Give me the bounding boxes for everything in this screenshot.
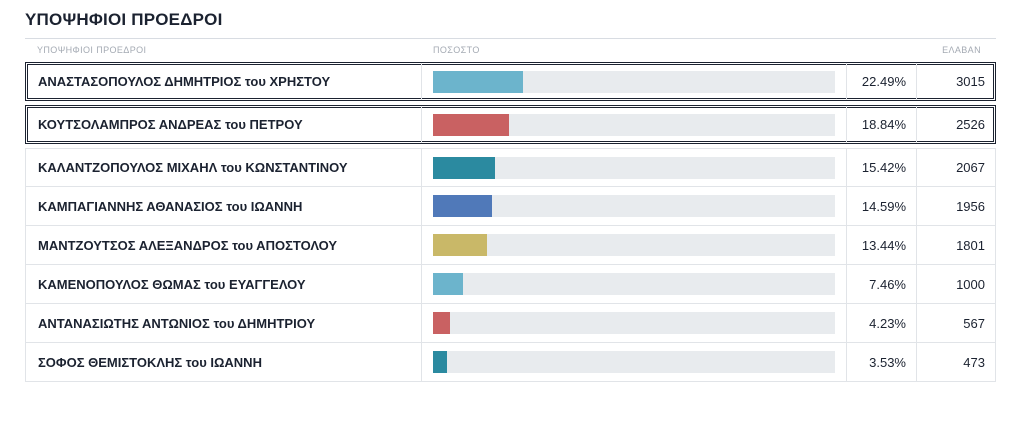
bar-track bbox=[433, 312, 835, 334]
bar-cell bbox=[422, 149, 847, 186]
bar-cell bbox=[422, 63, 847, 100]
bar-cell bbox=[422, 226, 847, 264]
percent-label: 13.44% bbox=[847, 226, 917, 264]
bar-track bbox=[433, 157, 835, 179]
votes-label: 1000 bbox=[956, 276, 985, 292]
bar bbox=[433, 312, 450, 334]
candidate-name: ΑΝΑΣΤΑΣΟΠΟΥΛΟΣ ΔΗΜΗΤΡΙΟΣ του ΧΡΗΣΤΟΥ bbox=[26, 63, 422, 100]
bar-cell bbox=[422, 343, 847, 381]
bar-track bbox=[433, 114, 835, 136]
percent-label: 22.49% bbox=[847, 63, 917, 100]
percent-label: 14.59% bbox=[847, 187, 917, 225]
bar bbox=[433, 157, 495, 179]
votes-label: 2526 bbox=[956, 117, 985, 132]
table-row: ΣΟΦΟΣ ΘΕΜΙΣΤΟΚΛΗΣ του ΙΩΑΝΝΗ 3.53% 473 bbox=[25, 343, 996, 382]
votes-label: 2067 bbox=[956, 160, 985, 175]
column-header-percent: ΠΟΣΟΣΤΟ bbox=[433, 45, 480, 55]
bar-cell bbox=[422, 106, 847, 143]
table-row: ΚΑΛΑΝΤΖΟΠΟΥΛΟΣ ΜΙΧΑΗΛ του ΚΩΝΣΤΑΝΤΙΝΟΥ 15… bbox=[25, 148, 996, 187]
percent-label: 4.23% bbox=[847, 304, 917, 342]
table-row: ΑΝΑΣΤΑΣΟΠΟΥΛΟΣ ΔΗΜΗΤΡΙΟΣ του ΧΡΗΣΤΟΥ 22.4… bbox=[25, 62, 996, 101]
table-row: ΚΑΜΠΑΓΙΑΝΝΗΣ ΑΘΑΝΑΣΙΟΣ του ΙΩΑΝΝΗ 14.59% 1… bbox=[25, 187, 996, 226]
bar bbox=[433, 114, 509, 136]
bar bbox=[433, 273, 463, 295]
bar-track bbox=[433, 273, 835, 295]
bar-track bbox=[433, 351, 835, 373]
table-row: ΚΟΥΤΣΟΛΑΜΠΡΟΣ ΑΝΔΡΕΑΣ του ΠΕΤΡΟΥ 18.84% 25… bbox=[25, 105, 996, 144]
column-header-candidates: ΥΠΟΨΗΦΙΟΙ ΠΡΟΕΔΡΟΙ bbox=[37, 45, 147, 55]
candidate-name: ΜΑΝΤΖΟΥΤΣΟΣ ΑΛΕΞΑΝΔΡΟΣ του ΑΠΟΣΤΟΛΟΥ bbox=[26, 226, 422, 264]
percent-label: 18.84% bbox=[847, 106, 917, 143]
candidate-name: ΚΑΛΑΝΤΖΟΠΟΥΛΟΣ ΜΙΧΑΗΛ του ΚΩΝΣΤΑΝΤΙΝΟΥ bbox=[26, 149, 422, 186]
percent-label: 7.46% bbox=[847, 265, 917, 303]
votes-label: 1801 bbox=[956, 237, 985, 253]
bar-cell bbox=[422, 304, 847, 342]
bar bbox=[433, 195, 492, 217]
bar-cell bbox=[422, 265, 847, 303]
votes-label: 567 bbox=[963, 315, 985, 331]
column-header-votes: ΕΛΑΒΑΝ bbox=[942, 45, 981, 55]
percent-label: 15.42% bbox=[847, 149, 917, 186]
percent-label: 3.53% bbox=[847, 343, 917, 381]
bar-track bbox=[433, 195, 835, 217]
candidate-name: ΚΑΜΕΝΟΠΟΥΛΟΣ ΘΩΜΑΣ του ΕΥΑΓΓΕΛΟΥ bbox=[26, 265, 422, 303]
bar bbox=[433, 71, 524, 93]
candidate-name: ΚΟΥΤΣΟΛΑΜΠΡΟΣ ΑΝΔΡΕΑΣ του ΠΕΤΡΟΥ bbox=[26, 106, 422, 143]
table-row: ΑΝΤΑΝΑΣΙΩΤΗΣ ΑΝΤΩΝΙΟΣ του ΔΗΜΗΤΡΙΟΥ 4.23%… bbox=[25, 304, 996, 343]
table-row: ΜΑΝΤΖΟΥΤΣΟΣ ΑΛΕΞΑΝΔΡΟΣ του ΑΠΟΣΤΟΛΟΥ 13.4… bbox=[25, 226, 996, 265]
bar bbox=[433, 234, 488, 256]
candidate-name: ΣΟΦΟΣ ΘΕΜΙΣΤΟΚΛΗΣ του ΙΩΑΝΝΗ bbox=[26, 343, 422, 381]
candidate-name: ΚΑΜΠΑΓΙΑΝΝΗΣ ΑΘΑΝΑΣΙΟΣ του ΙΩΑΝΝΗ bbox=[26, 187, 422, 225]
bar-track bbox=[433, 71, 835, 93]
bar-track bbox=[433, 234, 835, 256]
bar-cell bbox=[422, 187, 847, 225]
votes-label: 3015 bbox=[956, 74, 985, 89]
votes-label: 473 bbox=[963, 354, 985, 370]
candidate-name: ΑΝΤΑΝΑΣΙΩΤΗΣ ΑΝΤΩΝΙΟΣ του ΔΗΜΗΤΡΙΟΥ bbox=[26, 304, 422, 342]
title-divider bbox=[25, 38, 996, 39]
table-row: ΚΑΜΕΝΟΠΟΥΛΟΣ ΘΩΜΑΣ του ΕΥΑΓΓΕΛΟΥ 7.46% 100… bbox=[25, 265, 996, 304]
votes-label: 1956 bbox=[956, 198, 985, 214]
bar bbox=[433, 351, 448, 373]
results-table: ΑΝΑΣΤΑΣΟΠΟΥΛΟΣ ΔΗΜΗΤΡΙΟΣ του ΧΡΗΣΤΟΥ 22.4… bbox=[25, 62, 996, 382]
page-title: ΥΠΟΨΗΦΙΟΙ ΠΡΟΕΔΡΟΙ bbox=[25, 10, 223, 29]
